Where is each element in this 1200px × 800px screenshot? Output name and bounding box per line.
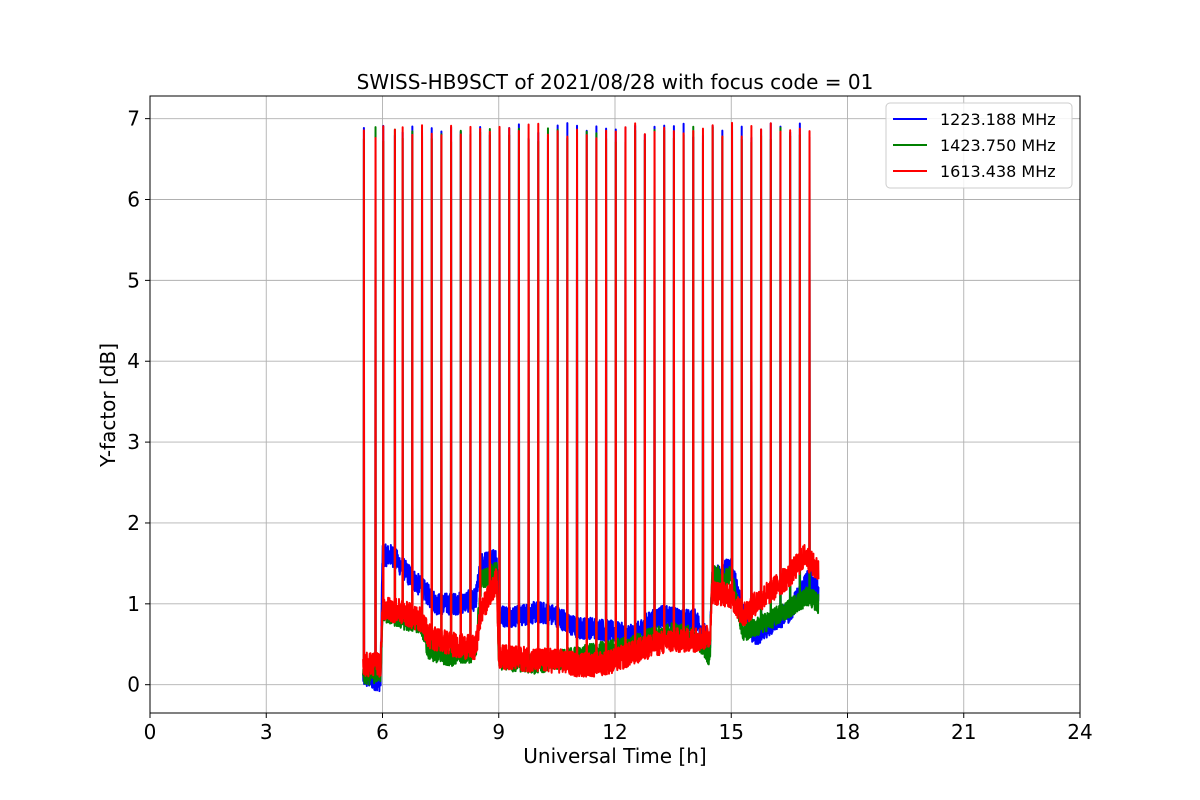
y-tick-label: 0 [127, 673, 140, 697]
x-tick-label: 0 [144, 720, 157, 744]
y-tick-label: 4 [127, 349, 140, 373]
y-tick-label: 5 [127, 268, 140, 292]
legend-box [885, 102, 1073, 189]
legend-label: 1423.750 MHz [940, 136, 1056, 155]
legend: 1223.188 MHz 1423.750 MHz 1613.438 MHz [885, 102, 1073, 189]
legend-label: 1613.438 MHz [940, 162, 1056, 181]
x-tick-label: 18 [835, 720, 860, 744]
y-tick-label: 2 [127, 511, 140, 535]
y-tick-label: 1 [127, 592, 140, 616]
x-tick-label: 9 [492, 720, 505, 744]
x-tick-label: 24 [1067, 720, 1092, 744]
x-tick-label: 3 [260, 720, 273, 744]
series-line [362, 125, 820, 686]
y-tick-label: 6 [127, 188, 140, 212]
y-tick-label: 7 [127, 107, 140, 131]
series-line [362, 121, 820, 678]
y-axis-label: Y-factor [dB] [96, 343, 120, 468]
x-tick-label: 21 [951, 720, 976, 744]
chart-title: SWISS-HB9SCT of 2021/08/28 with focus co… [357, 70, 874, 94]
y-tick-label: 3 [127, 430, 140, 454]
x-tick-label: 15 [719, 720, 744, 744]
x-tick-label: 6 [376, 720, 389, 744]
x-tick-label: 12 [602, 720, 627, 744]
x-axis-label: Universal Time [h] [523, 744, 706, 768]
legend-label: 1223.188 MHz [940, 110, 1056, 129]
series-layer [362, 121, 820, 693]
